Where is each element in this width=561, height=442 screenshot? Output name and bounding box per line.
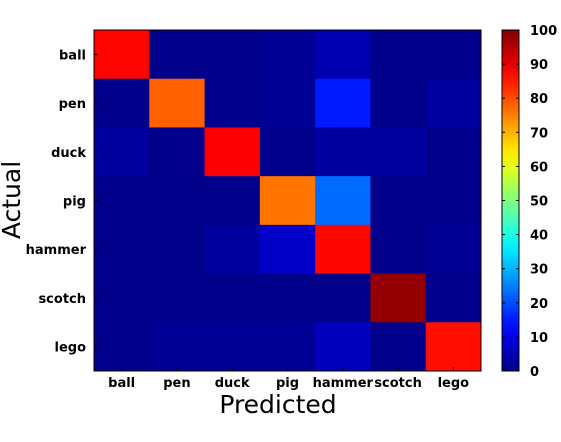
x-tick-label-hammer: hammer	[313, 376, 374, 391]
heatmap-cell-pig-scotch	[370, 176, 427, 226]
y-tick-label-lego: lego	[54, 341, 86, 356]
heatmap-cell-lego-lego	[425, 322, 482, 372]
heatmap-cell-hammer-scotch	[370, 224, 427, 275]
heatmap-cell-pig-lego	[425, 176, 482, 226]
heatmap-cell-ball-scotch	[370, 30, 427, 80]
heatmap-cell-hammer-lego	[425, 224, 482, 275]
y-tick-label-duck: duck	[51, 146, 86, 161]
colorbar-tick-label-80: 80	[530, 92, 548, 107]
x-tick-label-pen: pen	[163, 376, 190, 391]
colorbar-tick-label-50: 50	[530, 195, 548, 210]
heatmap-cell-lego-duck	[204, 322, 261, 372]
heatmap-cell-hammer-ball	[94, 224, 150, 275]
y-tick-label-pig: pig	[63, 195, 86, 210]
x-tick-label-duck: duck	[215, 376, 250, 391]
heatmap-cell-pen-pen	[149, 78, 206, 128]
heatmap-cell-duck-duck	[204, 127, 261, 177]
heatmap-cell-scotch-pen	[149, 273, 206, 323]
colorbar-tick-label-70: 70	[530, 126, 548, 141]
heatmap-cell-lego-pig	[259, 322, 316, 372]
heatmap-cell-scotch-ball	[94, 273, 150, 323]
heatmap-cell-duck-scotch	[370, 127, 427, 177]
heatmap-cell-duck-ball	[94, 127, 150, 177]
heatmap-cell-duck-lego	[425, 127, 482, 177]
y-tick-label-scotch: scotch	[38, 292, 86, 307]
heatmap-cell-pig-duck	[204, 176, 261, 226]
heatmap-cell-scotch-hammer	[315, 273, 371, 323]
heatmap-cell-ball-lego	[425, 30, 482, 80]
colorbar-tick-label-30: 30	[530, 263, 548, 278]
heatmap-cell-scotch-duck	[204, 273, 261, 323]
heatmap-cell-pen-hammer	[315, 78, 371, 128]
y-tick-label-hammer: hammer	[26, 243, 87, 258]
x-tick-label-lego: lego	[438, 376, 470, 391]
y-tick-label-ball: ball	[59, 48, 86, 63]
heatmap-cell-pig-hammer	[315, 176, 371, 226]
heatmap-cell-duck-pen	[149, 127, 206, 177]
heatmap-cell-lego-hammer	[315, 322, 371, 372]
colorbar-tick-label-0: 0	[530, 365, 539, 380]
y-tick-labels: ball pen duck pig hammer scotch lego	[26, 48, 98, 356]
colorbar: 0 10 20 30 40 50 60 70 80 90 100	[501, 24, 557, 380]
heatmap-cell-lego-ball	[94, 322, 150, 372]
y-tick-label-pen: pen	[59, 97, 86, 112]
x-tick-label-scotch: scotch	[374, 376, 422, 391]
heatmap-cell-pen-lego	[425, 78, 482, 128]
colorbar-tick-label-40: 40	[530, 229, 548, 244]
heatmap-cell-ball-pig	[259, 30, 316, 80]
heatmap-cell-ball-pen	[149, 30, 206, 80]
heatmap-cell-duck-hammer	[315, 127, 371, 177]
y-axis-title: Actual	[0, 161, 26, 239]
x-axis-title: Predicted	[219, 390, 336, 419]
heatmap-cell-pig-pig	[259, 176, 316, 226]
heatmap-cell-ball-duck	[204, 30, 261, 80]
heatmap-cell-duck-pig	[259, 127, 316, 177]
heatmap-cell-hammer-pen	[149, 224, 206, 275]
colorbar-tick-label-90: 90	[530, 58, 548, 73]
heatmap-cell-ball-ball	[94, 30, 150, 80]
heatmap-cells	[94, 30, 482, 372]
colorbar-tick-label-60: 60	[530, 160, 548, 175]
heatmap-cell-pen-scotch	[370, 78, 427, 128]
colorbar-tick-label-10: 10	[530, 331, 548, 346]
x-tick-label-pig: pig	[276, 376, 299, 391]
heatmap-cell-pig-pen	[149, 176, 206, 226]
heatmap-cell-pig-ball	[94, 176, 150, 226]
colorbar-gradient	[502, 30, 519, 371]
heatmap-cell-pen-ball	[94, 78, 150, 128]
heatmap-cell-lego-scotch	[370, 322, 427, 372]
heatmap-cell-scotch-lego	[425, 273, 482, 323]
x-tick-label-ball: ball	[108, 376, 135, 391]
heatmap-cell-ball-hammer	[315, 30, 371, 80]
heatmap-cell-hammer-duck	[204, 224, 261, 275]
colorbar-tick-label-20: 20	[530, 297, 548, 312]
heatmap-cell-hammer-pig	[259, 224, 316, 275]
x-tick-labels: ball pen duck pig hammer scotch lego	[108, 367, 469, 391]
heatmap-cell-scotch-pig	[259, 273, 316, 323]
heatmap-cell-hammer-hammer	[315, 224, 371, 275]
colorbar-tick-label-100: 100	[530, 24, 557, 39]
heatmap-cell-pen-duck	[204, 78, 261, 128]
heatmap-cell-lego-pen	[149, 322, 206, 372]
heatmap-cell-pen-pig	[259, 78, 316, 128]
heatmap-cell-scotch-scotch	[370, 273, 427, 323]
